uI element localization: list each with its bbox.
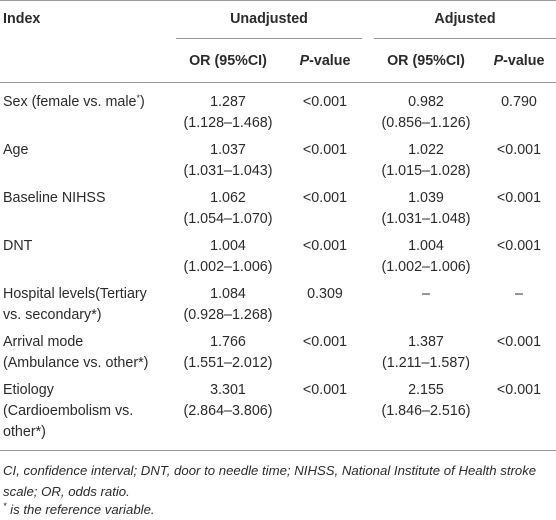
unadjusted-or: 1.084 — [210, 286, 246, 302]
adjusted-ci: (0.856–1.126) — [381, 115, 471, 131]
adjusted-ci: (1.211–1.587) — [382, 355, 470, 371]
row-label: Age — [3, 142, 29, 158]
unadjusted-ci: (1.031–1.043) — [183, 163, 273, 179]
adjusted-ci: (1.015–1.028) — [381, 163, 471, 179]
row-label: Arrival mode — [3, 334, 84, 350]
unadjusted-p: <0.001 — [302, 382, 348, 398]
unadjusted-ci: (1.002–1.006) — [183, 259, 273, 275]
header-unadjusted: Unadjusted — [230, 11, 308, 27]
unadjusted-or: 3.301 — [210, 382, 246, 398]
unadjusted-or: 1.037 — [210, 142, 246, 158]
row-label: Hospital levels(Tertiary — [3, 286, 147, 302]
footnote-reference: * is the reference variable. — [3, 501, 155, 518]
unadjusted-or: 1.287 — [210, 94, 246, 110]
unadjusted-p: <0.001 — [302, 142, 348, 158]
adjusted-or: 2.155 — [408, 382, 444, 398]
adjusted-or: 1.004 — [408, 238, 444, 254]
unadjusted-p: 0.309 — [307, 286, 343, 302]
unadjusted-underline — [176, 38, 362, 39]
adjusted-or: 0.982 — [408, 94, 444, 110]
adjusted-ci: (1.846–2.516) — [381, 403, 471, 419]
adjusted-or: 1.022 — [408, 142, 444, 158]
footnote-abbreviations-line1: CI, confidence interval; DNT, door to ne… — [3, 463, 537, 478]
top-rule — [0, 0, 556, 1]
header-unadjusted-or: OR (95%CI) — [189, 53, 267, 69]
row-label-line2: vs. secondary*) — [3, 307, 102, 323]
adjusted-p: – — [515, 286, 523, 302]
header-adjusted-pvalue: P-value — [493, 53, 545, 69]
adjusted-p: 0.790 — [501, 94, 537, 110]
adjusted-or: 1.387 — [408, 334, 444, 350]
header-unadjusted-pvalue: P-value — [299, 53, 351, 69]
row-label-line3: other*) — [3, 424, 46, 440]
unadjusted-p: <0.001 — [302, 238, 348, 254]
row-label: Etiology — [3, 382, 54, 398]
adjusted-p: <0.001 — [496, 190, 542, 206]
unadjusted-or: 1.062 — [210, 190, 246, 206]
unadjusted-ci: (1.054–1.070) — [183, 211, 273, 227]
row-label: Baseline NIHSS — [3, 190, 106, 206]
unadjusted-ci: (0.928–1.268) — [183, 307, 273, 323]
row-label-line2: (Cardioembolism vs. — [3, 403, 134, 419]
adjusted-ci: (1.002–1.006) — [381, 259, 471, 275]
header-index: Index — [3, 11, 41, 27]
adjusted-or: – — [422, 286, 430, 302]
unadjusted-ci: (2.864–3.806) — [183, 403, 273, 419]
adjusted-ci: (1.031–1.048) — [381, 211, 471, 227]
row-label-line2: (Ambulance vs. other*) — [3, 355, 149, 371]
table-bottom-rule — [0, 450, 556, 451]
unadjusted-p: <0.001 — [302, 190, 348, 206]
unadjusted-p: <0.001 — [302, 94, 348, 110]
adjusted-or: 1.039 — [408, 190, 444, 206]
row-label: DNT — [3, 238, 33, 254]
header-adjusted: Adjusted — [434, 11, 496, 27]
footnote-abbreviations-line2: scale; OR, odds ratio. — [3, 484, 130, 499]
adjusted-p: <0.001 — [496, 142, 542, 158]
adjusted-p: <0.001 — [496, 334, 542, 350]
unadjusted-or: 1.766 — [210, 334, 246, 350]
row-label: Sex (female vs. male*) — [3, 93, 145, 111]
adjusted-p: <0.001 — [496, 382, 542, 398]
header-adjusted-or: OR (95%CI) — [387, 53, 465, 69]
unadjusted-or: 1.004 — [210, 238, 246, 254]
unadjusted-p: <0.001 — [302, 334, 348, 350]
unadjusted-ci: (1.551–2.012) — [183, 355, 273, 371]
adjusted-underline — [374, 38, 556, 39]
header-bottom-rule — [0, 82, 556, 83]
adjusted-p: <0.001 — [496, 238, 542, 254]
unadjusted-ci: (1.128–1.468) — [183, 115, 273, 131]
